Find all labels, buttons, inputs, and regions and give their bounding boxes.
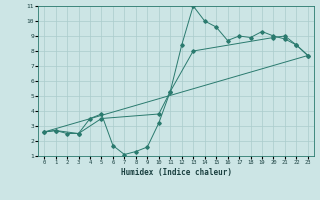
X-axis label: Humidex (Indice chaleur): Humidex (Indice chaleur) xyxy=(121,168,231,177)
